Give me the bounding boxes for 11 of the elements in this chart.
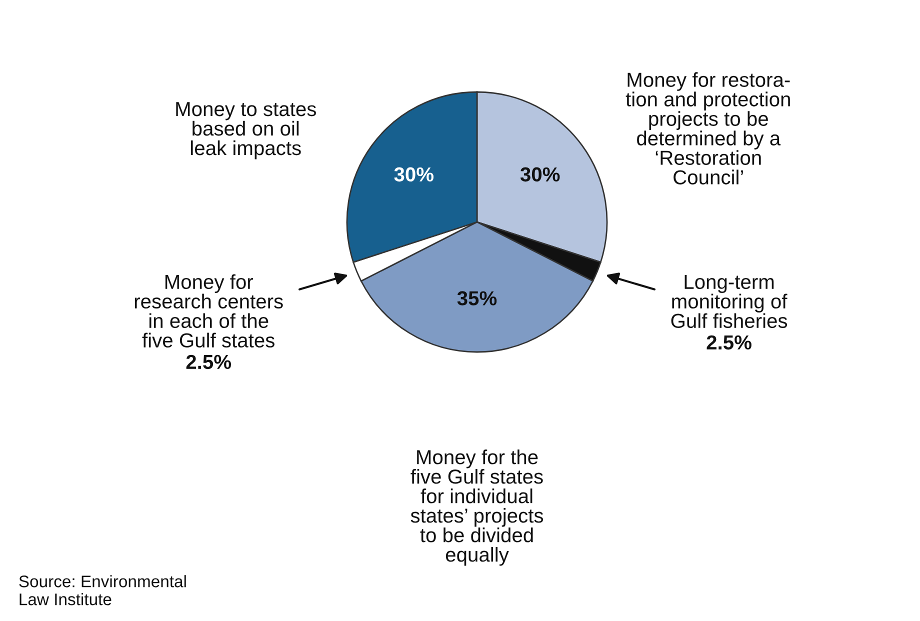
data-label: 30% [520,167,560,182]
data-label: 2.5% [186,354,232,370]
source-note: Source: Environmental Law Institute [19,575,186,606]
slice-label: Money for restora- tion and protection projects to be determined by a ‘Restoration Council’ [626,72,790,184]
slice-label: Money for research centers in each of the five Gulf states [134,274,283,348]
data-label: 35% [457,291,497,306]
data-label: 30% [394,167,434,182]
data-label: 2.5% [706,335,752,350]
slice-label: Money to states based on oil leak impacts [176,102,316,160]
slice-label: Money for the five Gulf states for individual states’ projects to be divided equally [410,450,544,566]
slice-label: Long-term monitoring of Gulf fisheries [671,274,788,328]
